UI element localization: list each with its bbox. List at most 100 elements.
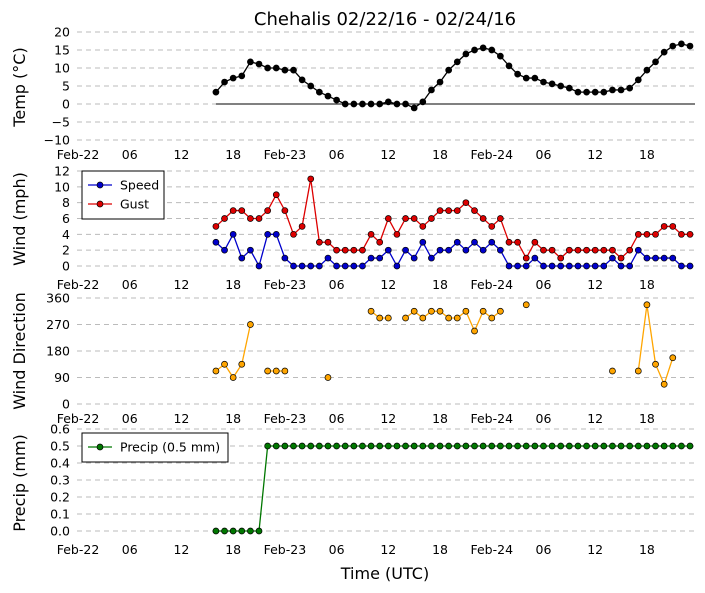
- temp-data-point: [238, 72, 246, 80]
- wind-data-point: [247, 246, 254, 254]
- wind-direction-y-axis-label: Wind Direction: [10, 292, 29, 410]
- wind-direction-data-point: [428, 307, 435, 315]
- temp-data-point: [660, 48, 668, 56]
- temp-data-point: [565, 84, 573, 92]
- precip-data-point: [384, 442, 392, 450]
- wind-data-point: [298, 262, 306, 270]
- precip-y-axis-label: Precip (mm): [10, 434, 29, 532]
- wind-data-point: [505, 262, 513, 270]
- precip-data-point: [479, 442, 487, 450]
- wind-data-point: [652, 254, 659, 262]
- wind-data-point: [565, 262, 573, 270]
- wind-data-point: [488, 223, 496, 230]
- wind-legend-label: Speed: [120, 178, 159, 193]
- precip-data-point: [333, 442, 340, 450]
- precip-data-point: [359, 442, 366, 450]
- wind-data-point: [410, 215, 418, 222]
- wind-x-tick-label: 12: [173, 277, 189, 292]
- wind-data-point: [307, 262, 315, 270]
- wind-y-tick-label: 8: [62, 195, 70, 210]
- wind-direction-data-point: [384, 314, 392, 322]
- wind-data-point: [548, 262, 556, 270]
- precip-y-tick-label: 0.2: [50, 490, 70, 505]
- wind-data-point: [643, 254, 651, 262]
- wind-x-tick-label: 18: [432, 277, 448, 292]
- wind-direction-data-point: [643, 301, 651, 309]
- wind-data-point: [505, 238, 513, 246]
- wind-data-point: [660, 254, 668, 262]
- wind-direction-data-point: [445, 314, 453, 322]
- wind-data-point: [652, 230, 659, 238]
- temp-data-point: [591, 88, 599, 96]
- wind-direction-y-tick-label: 180: [46, 344, 70, 359]
- precip-data-point: [350, 442, 358, 450]
- wind-data-point: [497, 215, 504, 222]
- wind-direction-y-tick-label: 0: [62, 397, 70, 412]
- precip-data-point: [505, 442, 513, 450]
- temp-data-point: [557, 82, 565, 90]
- temp-data-point: [376, 100, 384, 108]
- precip-data-point: [643, 442, 651, 450]
- precip-data-point: [393, 442, 401, 450]
- wind-direction-data-point: [281, 367, 289, 375]
- wind-y-tick-label: 6: [62, 211, 70, 226]
- wind-data-point: [462, 199, 470, 207]
- precip-data-point: [367, 442, 375, 450]
- wind-direction-x-tick-label: Feb-22: [57, 411, 100, 426]
- temp-data-point: [678, 40, 685, 48]
- precip-data-point: [531, 442, 539, 450]
- precip-data-point: [522, 442, 530, 450]
- precip-data-point: [686, 442, 694, 450]
- temp-data-point: [367, 100, 375, 108]
- wind-x-tick-label: 18: [225, 277, 241, 292]
- precip-data-point: [410, 442, 418, 450]
- wind-data-point: [471, 207, 478, 214]
- wind-legend-marker: [96, 200, 104, 208]
- wind-data-point: [376, 254, 384, 262]
- precip-x-tick-label: 12: [380, 542, 396, 557]
- precip-data-point: [557, 442, 565, 450]
- wind-y-tick-label: 10: [54, 179, 70, 194]
- wind-direction-data-point: [324, 374, 332, 381]
- wind-data-point: [471, 238, 478, 246]
- precip-data-point: [316, 442, 323, 450]
- wind-direction-x-tick-label: 06: [536, 411, 552, 426]
- temp-data-point: [393, 100, 401, 108]
- precip-x-tick-label: 06: [536, 542, 552, 557]
- wind-data-point: [255, 215, 263, 222]
- temp-data-point: [316, 88, 323, 96]
- wind-direction-data-point: [238, 360, 246, 368]
- wind-direction-data-point: [522, 301, 530, 309]
- precip-series-line: [215, 445, 691, 532]
- temp-data-point: [384, 98, 392, 106]
- wind-data-point: [272, 230, 280, 238]
- wind-data-point: [453, 207, 461, 214]
- wind-data-point: [316, 262, 323, 270]
- wind-data-point: [359, 246, 366, 254]
- precip-y-tick-label: 0.6: [50, 422, 70, 437]
- wind-data-point: [583, 246, 590, 254]
- temp-data-point: [505, 62, 513, 70]
- temp-x-tick-label: Feb-24: [470, 147, 513, 162]
- x-axis-label: Time (UTC): [340, 564, 429, 583]
- temp-data-point: [428, 86, 435, 94]
- wind-x-tick-label: 12: [587, 277, 603, 292]
- wind-data-point: [522, 254, 530, 262]
- wind-direction-x-tick-label: 12: [173, 411, 189, 426]
- temp-x-tick-label: Feb-22: [57, 147, 100, 162]
- wind-legend-box: [81, 170, 165, 220]
- temp-data-point: [247, 58, 254, 66]
- wind-data-point: [229, 230, 237, 238]
- temp-data-point: [272, 64, 280, 72]
- precip-y-tick-label: 0.3: [50, 473, 70, 488]
- temp-data-point: [583, 88, 590, 96]
- temp-data-point: [617, 86, 625, 94]
- temp-data-point: [652, 58, 659, 66]
- wind-data-point: [557, 262, 565, 270]
- wind-data-point: [402, 246, 409, 254]
- wind-direction-data-point: [652, 360, 659, 368]
